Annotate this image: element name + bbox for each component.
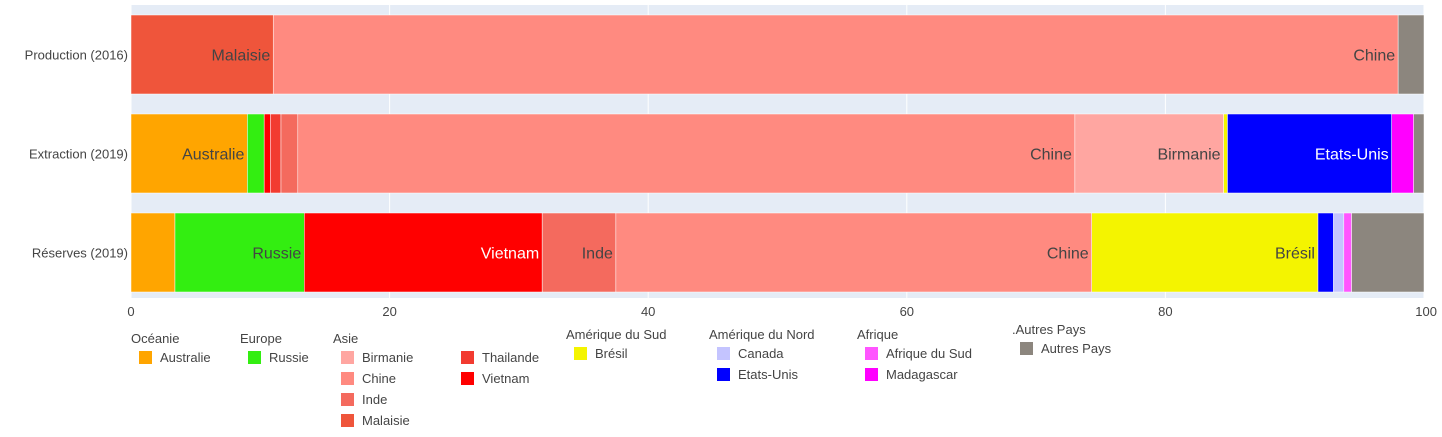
bar-segment-autres-pays [1397,14,1425,95]
legend-swatch [341,372,354,385]
y-tick-label: Réserves (2019) [32,246,128,261]
bar-data-label: Brésil [1275,246,1315,263]
y-axis-tick-labels: Production (2016) Extraction (2019) Réserv… [25,48,128,261]
legend-item-label: Russie [269,350,309,365]
bar-segment-br-sil [1091,212,1319,293]
legend-swatch [865,368,878,381]
y-tick-label: Extraction (2019) [29,147,128,162]
legend-group-title: Afrique [857,327,898,342]
legend-item-label: Inde [362,392,387,407]
bar-segment-madagascar [1391,113,1414,194]
x-tick-label: 80 [1158,304,1172,319]
legend-item-label: Etats-Unis [738,367,798,382]
x-tick-label: 20 [382,304,396,319]
legend-group-title: Asie [333,331,358,346]
bar-data-label: Birmanie [1157,147,1220,164]
legend-item-label: Vietnam [482,371,529,386]
legend-item-label: Birmanie [362,350,413,365]
x-tick-label: 0 [127,304,134,319]
bar-labels-layer: Malaisie Chine Australie Chine Birmanie Etats… [182,48,1395,263]
legend-item-label: Canada [738,346,784,361]
legend-swatch [717,368,730,381]
x-axis-tick-labels: 0 20 40 60 80 100 [127,304,1437,319]
bar-data-label: Australie [182,147,244,164]
bar-data-label: Chine [1353,48,1395,65]
bar-data-label: Malaisie [212,48,271,65]
x-tick-label: 60 [900,304,914,319]
legend-swatch [461,351,474,364]
bar-data-label: Vietnam [481,246,539,263]
bar-data-label: Russie [252,246,301,263]
legend-item-label: Chine [362,371,396,386]
y-tick-label: Production (2016) [25,48,128,63]
bar-segment-australie [130,212,176,293]
legend-swatch [865,347,878,360]
bar-data-label: Chine [1047,246,1089,263]
legend: Océanie Australie Europe Russie Asie Birmanie… [131,322,1112,428]
bar-segment-russie [174,212,305,293]
legend-item-label: Thailande [482,350,539,365]
bar-data-label: Etats-Unis [1315,147,1389,164]
legend-group-title: Amérique du Sud [566,327,666,342]
x-tick-label: 100 [1415,304,1437,319]
legend-item-label: Australie [160,350,211,365]
legend-item-label: Afrique du Sud [886,346,972,361]
bar-segment-birmanie [1074,113,1224,194]
legend-item-label: Malaisie [362,413,410,428]
bar-segment-br-sil [1223,113,1228,194]
bar-segment-vietnam [263,113,271,194]
x-tick-label: 40 [641,304,655,319]
bars-layer [130,14,1425,293]
bar-segment-vietnam [304,212,543,293]
bar-segment-chine [297,113,1076,194]
bar-segment-chine [272,14,1399,95]
bar-segment-etats-unis [1317,212,1334,293]
bar-segment-inde [541,212,617,293]
legend-swatch [461,372,474,385]
legend-group-title: Europe [240,331,282,346]
legend-swatch [341,414,354,427]
bar-segment-inde [280,113,299,194]
legend-swatch [341,393,354,406]
bar-segment-canada [1333,212,1345,293]
legend-swatch [248,351,261,364]
legend-swatch [1020,342,1033,355]
legend-group-title: Amérique du Nord [709,327,815,342]
bar-segment-etats-unis [1227,113,1392,194]
legend-item-label: Madagascar [886,367,958,382]
bar-data-label: Inde [582,246,613,263]
bar-segment-thailande [270,113,282,194]
bar-segment-afrique-du-sud [1343,212,1352,293]
legend-swatch [139,351,152,364]
legend-swatch [717,347,730,360]
legend-group-title: Océanie [131,331,179,346]
legend-group-title: .Autres Pays [1012,322,1086,337]
legend-item-label: Autres Pays [1041,341,1112,356]
bar-data-label: Chine [1030,147,1072,164]
legend-item-label: Brésil [595,346,628,361]
legend-swatch [574,347,587,360]
bar-segment-australie [130,113,248,194]
bar-segment-autres-pays [1351,212,1425,293]
bar-segment-autres-pays [1413,113,1425,194]
legend-swatch [341,351,354,364]
bar-segment-chine [615,212,1092,293]
bar-segment-russie [247,113,265,194]
